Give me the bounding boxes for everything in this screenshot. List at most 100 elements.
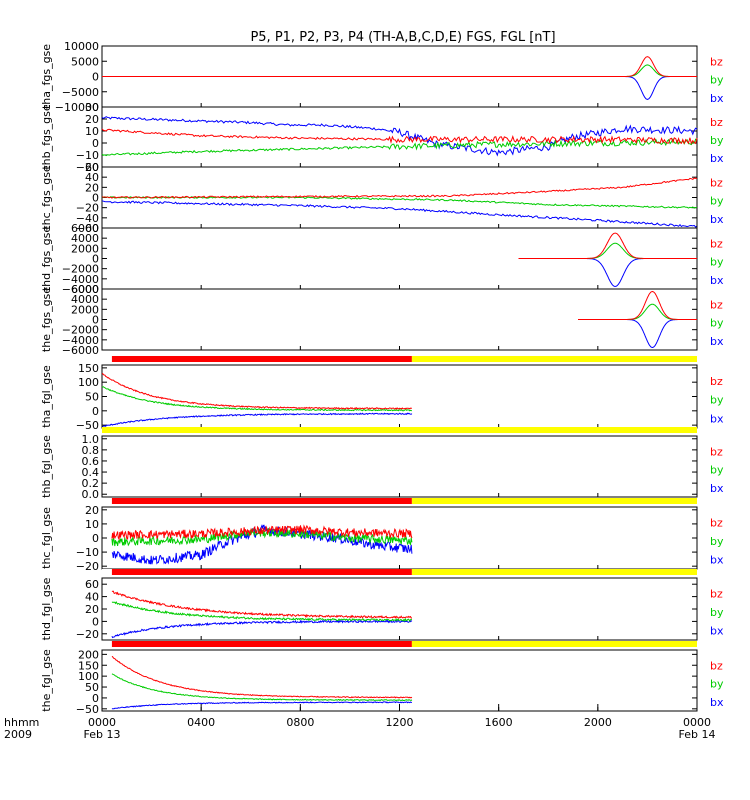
legend-by: by <box>710 606 724 619</box>
series-line-bz <box>102 56 697 77</box>
legend-bz: bz <box>710 659 723 672</box>
y-tick-label: 30 <box>85 101 99 114</box>
y-tick-label: −2000 <box>62 263 99 276</box>
y-tick-label: 20 <box>85 504 99 517</box>
y-tick-label: −4000 <box>62 273 99 286</box>
series-line-bx <box>111 701 412 710</box>
y-tick-label: 0 <box>92 615 99 628</box>
y-tick-label: 200 <box>78 648 99 661</box>
legend-by: by <box>710 394 724 407</box>
y-tick-label: 20 <box>85 181 99 194</box>
legend-bz: bz <box>710 445 723 458</box>
series-line-by <box>101 196 698 209</box>
series-line-by <box>102 64 697 77</box>
y-tick-label: −50 <box>76 703 99 716</box>
y-tick-label: 0 <box>92 253 99 266</box>
mode-bar-red <box>111 569 412 575</box>
y-tick-label: 0.6 <box>82 455 100 468</box>
y-tick-label: −2000 <box>62 324 99 337</box>
mode-bar-red <box>111 498 412 504</box>
y-tick-label: 2000 <box>71 242 99 255</box>
x-header-label: hhmm <box>4 716 39 729</box>
series-line-bx <box>111 619 413 639</box>
y-axis-label: thb_fgl_gse <box>40 435 53 498</box>
legend-bx: bx <box>710 625 724 638</box>
y-tick-label: −60 <box>76 222 99 235</box>
series-line-bx <box>102 412 413 428</box>
series-line-bz <box>101 128 698 145</box>
y-tick-label: 20 <box>85 603 99 616</box>
legend-bz: bz <box>710 517 723 530</box>
series-line-bx <box>102 76 697 100</box>
y-tick-label: 20 <box>85 113 99 126</box>
mode-bar-red <box>111 641 412 647</box>
series-line-bz <box>578 291 697 320</box>
y-tick-label: 0.8 <box>82 444 100 457</box>
legend-bz: bz <box>710 237 723 250</box>
y-axis-label: the_fgl_gse <box>40 649 53 712</box>
legend-by: by <box>710 464 724 477</box>
mode-bar-yellow <box>411 569 697 575</box>
y-tick-label: −20 <box>76 628 99 641</box>
y-axis-label: tha_fgs_gse <box>40 44 53 109</box>
y-tick-label: −10000 <box>55 101 99 114</box>
mode-bar-yellow <box>411 356 697 362</box>
x-tick-label: 0000 <box>88 716 116 729</box>
y-tick-label: 10 <box>85 125 99 138</box>
y-tick-label: 10 <box>85 518 99 531</box>
y-tick-label: −6000 <box>62 344 99 357</box>
series-line-bx <box>578 319 697 348</box>
y-tick-label: −10 <box>76 546 99 559</box>
y-tick-label: 40 <box>85 171 99 184</box>
y-tick-label: −50 <box>76 419 99 432</box>
y-tick-label: 0 <box>92 137 99 150</box>
legend-by: by <box>710 535 724 548</box>
y-tick-label: 60 <box>85 161 99 174</box>
series-line-by <box>578 303 697 320</box>
y-tick-label: −20 <box>76 202 99 215</box>
y-axis-label: thc_fgl_gse <box>40 507 53 569</box>
y-tick-label: 5000 <box>71 55 99 68</box>
legend-by: by <box>710 678 724 691</box>
y-tick-label: 0.4 <box>82 466 100 479</box>
panel-thb_fgl_gse: 1.00.80.60.40.20.0 thb_fgl_gse bz by bx <box>40 427 724 501</box>
legend-by: by <box>710 74 724 87</box>
series-line-bz <box>102 373 413 410</box>
y-tick-label: −20 <box>76 560 99 573</box>
chart-title: P5, P1, P2, P3, P4 (TH-A,B,C,D,E) FGS, F… <box>250 30 555 45</box>
legend-bx: bx <box>710 554 724 567</box>
y-tick-label: −40 <box>76 212 99 225</box>
y-tick-label: 4000 <box>71 232 99 245</box>
legend-bx: bx <box>710 413 724 426</box>
series-line-by <box>518 242 697 259</box>
y-tick-label: 0 <box>92 692 99 705</box>
series-line-bz <box>101 177 697 199</box>
y-tick-label: −20 <box>76 161 99 174</box>
series-line-by <box>101 138 698 157</box>
y-tick-label: 0 <box>92 192 99 205</box>
series-line-bz <box>111 590 413 619</box>
y-tick-label: 40 <box>85 591 99 604</box>
x-tick-label: 0000 <box>683 716 711 729</box>
y-tick-label: 100 <box>78 670 99 683</box>
y-tick-label: 60 <box>85 578 99 591</box>
panel-frame <box>101 227 698 290</box>
series-line-bz <box>518 232 697 259</box>
y-tick-label: 1.0 <box>82 433 100 446</box>
legend-bz: bz <box>710 375 723 388</box>
y-tick-label: 10000 <box>64 40 99 53</box>
legend-bx: bx <box>710 274 724 287</box>
series-line-bz <box>111 655 413 699</box>
y-tick-label: 150 <box>78 362 99 375</box>
panel-frame <box>101 364 698 429</box>
legend-bz: bz <box>710 176 723 189</box>
y-axis-label: thd_fgl_gse <box>40 577 53 640</box>
series-line-by <box>111 673 413 702</box>
x-tick-label: 1200 <box>386 716 414 729</box>
